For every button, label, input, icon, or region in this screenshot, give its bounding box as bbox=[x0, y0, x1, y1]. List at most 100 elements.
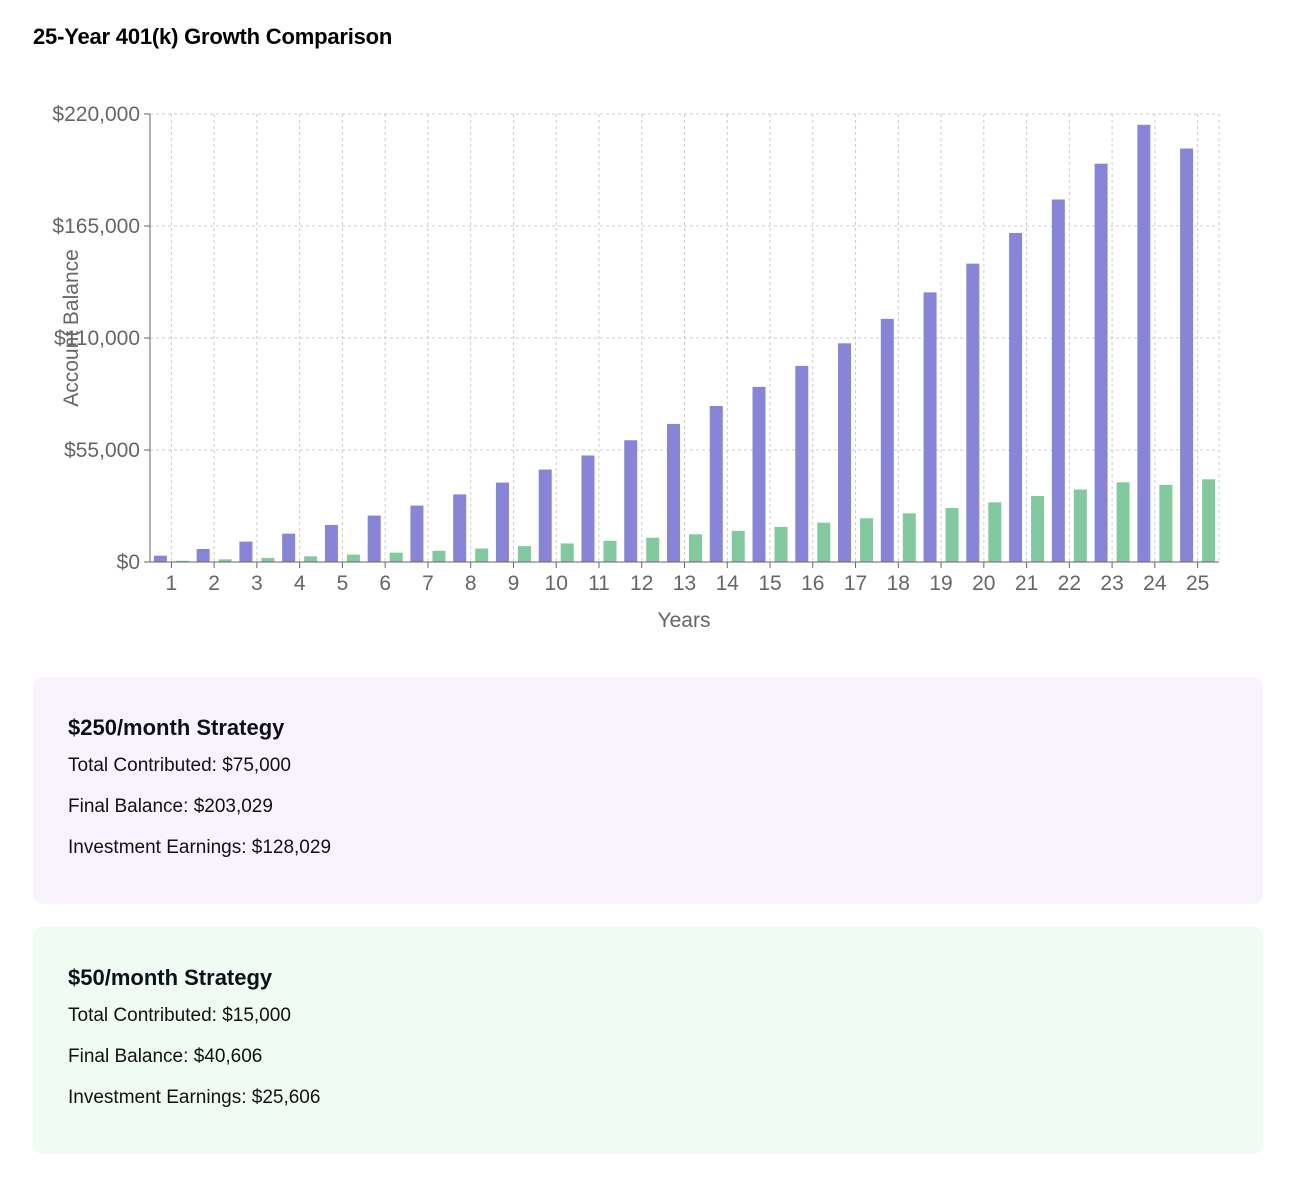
x-tick-label: 4 bbox=[294, 572, 306, 595]
strategy-card-50: $50/month Strategy Total Contributed: $1… bbox=[33, 927, 1263, 1154]
y-tick-label: $220,000 bbox=[52, 103, 140, 126]
bar-series-1-year-19 bbox=[923, 292, 937, 562]
x-tick-label: 5 bbox=[337, 572, 349, 595]
x-tick-label: 9 bbox=[508, 572, 520, 595]
bar-series-2-year-15 bbox=[774, 526, 788, 562]
bar-series-2-year-23 bbox=[1116, 482, 1130, 562]
bar-series-2-year-14 bbox=[731, 530, 745, 562]
bar-series-1-year-3 bbox=[239, 541, 253, 562]
bar-series-2-year-12 bbox=[646, 537, 660, 562]
bar-series-2-year-1 bbox=[175, 560, 189, 562]
bar-series-2-year-7 bbox=[432, 550, 446, 562]
bar-series-2-year-16 bbox=[817, 522, 831, 562]
x-tick-label: 2 bbox=[208, 572, 220, 595]
bar-series-1-year-18 bbox=[880, 318, 894, 562]
bar-series-2-year-9 bbox=[517, 546, 531, 562]
bar-series-2-year-3 bbox=[261, 557, 275, 562]
bar-series-2-year-17 bbox=[860, 518, 874, 562]
x-tick-label: 17 bbox=[844, 572, 867, 595]
x-tick-label: 21 bbox=[1015, 572, 1038, 595]
bar-series-1-year-6 bbox=[367, 515, 381, 562]
total-contributed-value: $15,000 bbox=[222, 1005, 291, 1026]
x-tick-label: 8 bbox=[465, 572, 477, 595]
bar-series-2-year-4 bbox=[304, 556, 318, 562]
investment-earnings-row: Investment Earnings: $128,029 bbox=[68, 836, 1228, 860]
bar-series-1-year-22 bbox=[1051, 199, 1065, 562]
bar-series-2-year-24 bbox=[1159, 484, 1173, 562]
total-contributed-label: Total Contributed: bbox=[68, 1005, 217, 1026]
strategy-card-heading: $250/month Strategy bbox=[68, 715, 285, 740]
bar-series-2-year-11 bbox=[603, 540, 617, 562]
bar-series-1-year-25 bbox=[1180, 148, 1194, 562]
bar-series-2-year-8 bbox=[475, 548, 489, 562]
bar-series-1-year-14 bbox=[709, 406, 723, 562]
x-tick-label: 10 bbox=[545, 572, 568, 595]
investment-earnings-label: Investment Earnings: bbox=[68, 1087, 247, 1108]
bar-series-1-year-15 bbox=[752, 386, 766, 562]
chart-grid bbox=[150, 113, 1220, 563]
strategy-card-250: $250/month Strategy Total Contributed: $… bbox=[33, 677, 1263, 904]
bar-series-2-year-6 bbox=[389, 552, 403, 562]
x-tick-label: 15 bbox=[758, 572, 781, 595]
bar-series-1-year-17 bbox=[838, 343, 852, 562]
bar-series-1-year-21 bbox=[1009, 232, 1023, 562]
page-title: 25-Year 401(k) Growth Comparison bbox=[33, 24, 393, 49]
investment-earnings-label: Investment Earnings: bbox=[68, 837, 247, 858]
investment-earnings-value: $128,029 bbox=[251, 837, 332, 858]
x-tick-label: 13 bbox=[673, 572, 696, 595]
x-tick-label: 25 bbox=[1186, 572, 1209, 595]
bar-series-2-year-25 bbox=[1202, 479, 1216, 562]
x-tick-label: 6 bbox=[379, 572, 391, 595]
bar-series-1-year-24 bbox=[1137, 124, 1151, 562]
final-balance-label: Final Balance: bbox=[68, 1046, 189, 1067]
bar-series-1-year-7 bbox=[410, 505, 424, 562]
bar-series-2-year-20 bbox=[988, 502, 1002, 562]
total-contributed-value: $75,000 bbox=[222, 755, 291, 776]
bar-series-1-year-12 bbox=[624, 440, 638, 562]
bar-series-1-year-20 bbox=[966, 263, 980, 562]
bar-series-1-year-23 bbox=[1094, 163, 1108, 563]
strategy-card-heading: $50/month Strategy bbox=[68, 965, 273, 990]
bar-series-2-year-19 bbox=[945, 508, 959, 562]
x-tick-label: 12 bbox=[630, 572, 653, 595]
bar-series-2-year-21 bbox=[1031, 496, 1045, 562]
bar-series-1-year-10 bbox=[538, 469, 552, 562]
investment-earnings-value: $25,606 bbox=[251, 1087, 321, 1108]
y-axis-title: Account Balance bbox=[60, 249, 83, 407]
x-tick-label: 16 bbox=[801, 572, 824, 595]
x-tick-label: 7 bbox=[422, 572, 434, 595]
bar-series-2-year-10 bbox=[560, 543, 574, 562]
bar-series-2-year-13 bbox=[689, 534, 702, 562]
final-balance-value: $40,606 bbox=[193, 1046, 263, 1067]
x-tick-label: 22 bbox=[1058, 572, 1081, 595]
chart-bars bbox=[153, 124, 1216, 563]
x-tick-label: 23 bbox=[1100, 572, 1123, 595]
bar-series-1-year-11 bbox=[581, 455, 595, 562]
final-balance-value: $203,029 bbox=[193, 796, 273, 817]
bar-series-2-year-5 bbox=[346, 554, 360, 562]
bar-series-2-year-2 bbox=[218, 559, 232, 562]
x-tick-label: 18 bbox=[887, 572, 910, 595]
total-contributed-row: Total Contributed: $75,000 bbox=[68, 754, 1228, 778]
y-tick-label: $55,000 bbox=[64, 439, 140, 462]
bar-series-2-year-22 bbox=[1073, 489, 1087, 562]
bar-series-2-year-18 bbox=[902, 513, 916, 562]
bar-series-1-year-16 bbox=[795, 365, 809, 562]
x-tick-label: 1 bbox=[166, 572, 178, 595]
bar-series-1-year-4 bbox=[282, 533, 296, 562]
y-tick-label: $0 bbox=[117, 551, 140, 574]
bar-series-1-year-1 bbox=[153, 555, 167, 562]
bar-series-1-year-8 bbox=[453, 494, 467, 562]
bar-series-1-year-9 bbox=[495, 482, 509, 562]
total-contributed-label: Total Contributed: bbox=[68, 755, 217, 776]
final-balance-row: Final Balance: $40,606 bbox=[68, 1045, 1228, 1069]
bar-series-1-year-5 bbox=[324, 524, 338, 562]
x-tick-label: 19 bbox=[929, 572, 952, 595]
x-tick-label: 14 bbox=[716, 572, 740, 595]
total-contributed-row: Total Contributed: $15,000 bbox=[68, 1004, 1228, 1028]
bar-series-1-year-13 bbox=[667, 423, 680, 562]
x-tick-label: 24 bbox=[1143, 572, 1167, 595]
final-balance-row: Final Balance: $203,029 bbox=[68, 795, 1228, 819]
